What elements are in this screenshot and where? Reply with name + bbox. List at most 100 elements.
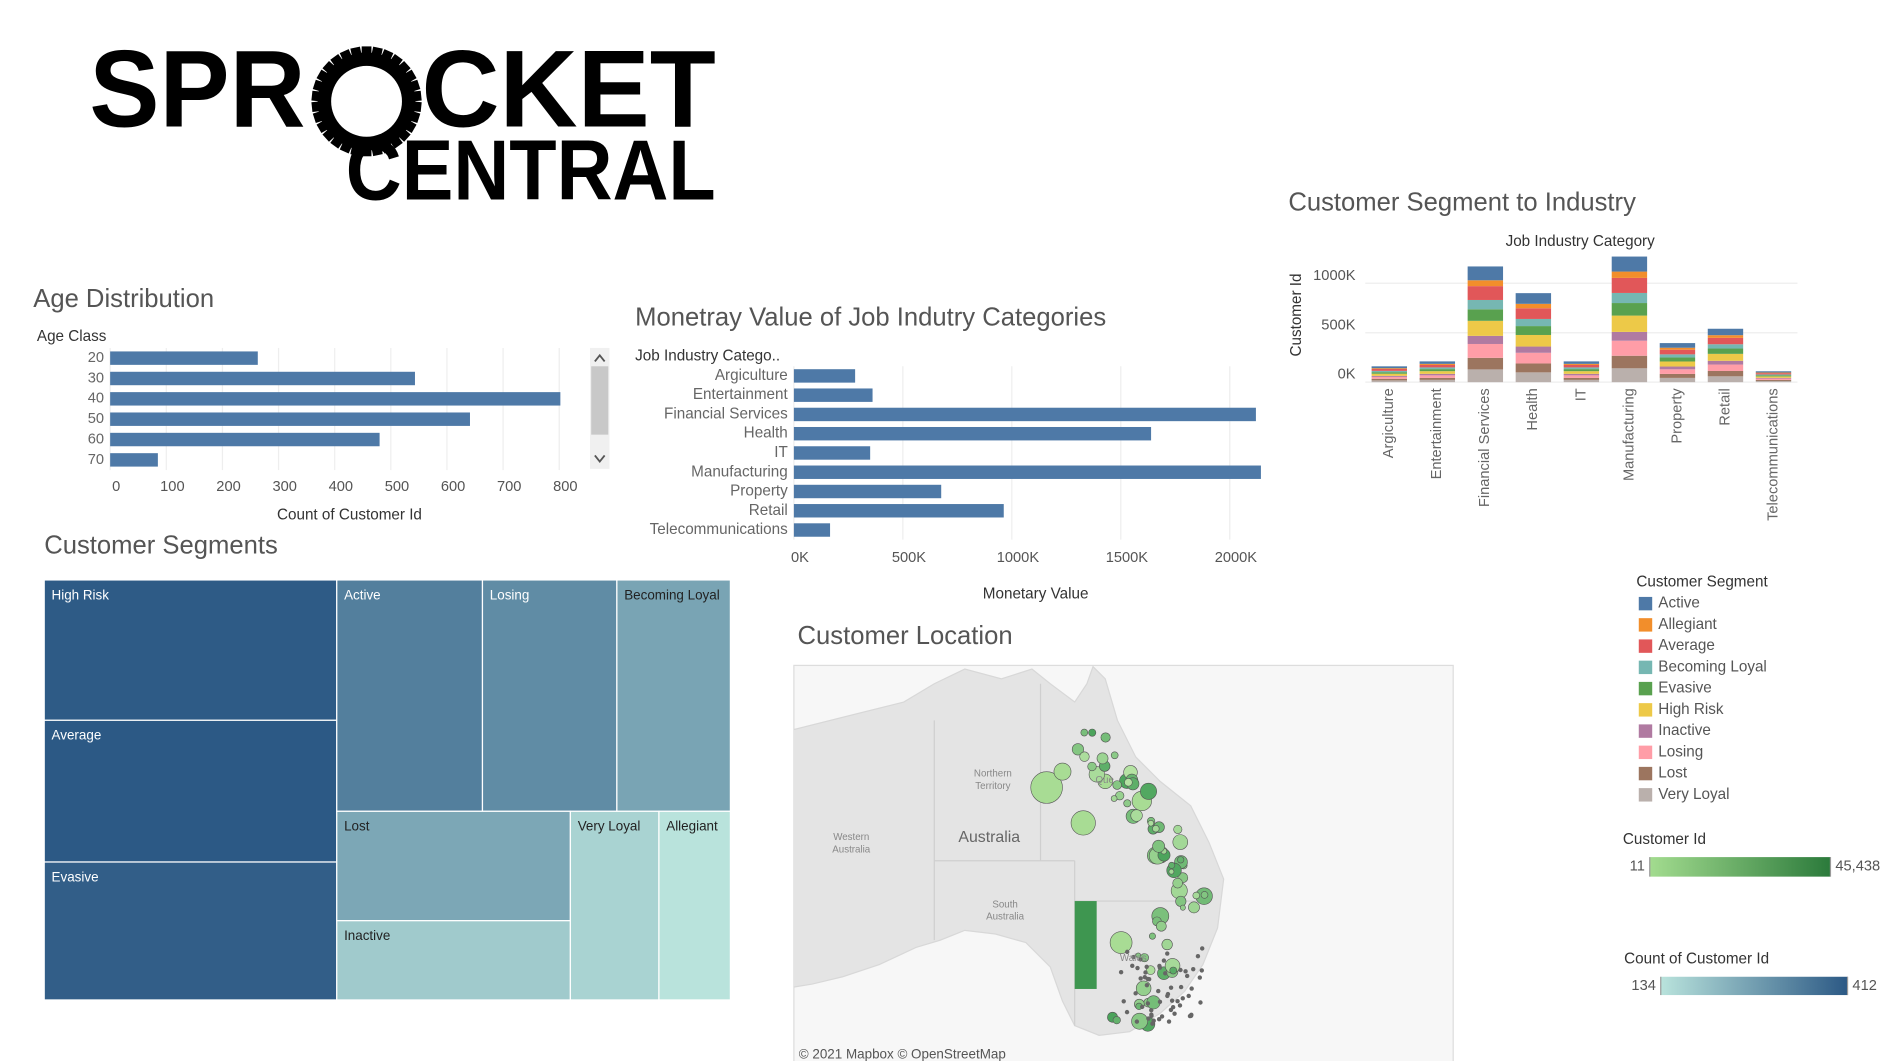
map-label: Wales bbox=[1120, 953, 1147, 964]
legend-label: Active bbox=[1658, 595, 1700, 612]
bar-segment bbox=[1611, 355, 1648, 369]
treemap-cell bbox=[481, 579, 618, 812]
map-region bbox=[1118, 969, 1124, 975]
bar-segment bbox=[1419, 379, 1456, 383]
legend-swatch bbox=[1638, 703, 1653, 717]
legend-swatch bbox=[1638, 724, 1653, 738]
x-tick-label: 0 bbox=[112, 479, 120, 495]
x-tick-label: Health bbox=[1525, 388, 1541, 430]
logo-text: CKET bbox=[421, 29, 715, 151]
map-label: Western bbox=[833, 832, 869, 843]
bar-segment bbox=[1515, 372, 1552, 383]
bar-segment bbox=[1659, 343, 1696, 348]
x-tick-label: 700 bbox=[497, 479, 521, 495]
scroll-thumb[interactable] bbox=[591, 366, 609, 435]
treemap-cell bbox=[336, 810, 571, 922]
map-region bbox=[1179, 904, 1186, 911]
treemap-cell bbox=[43, 719, 338, 863]
map-region bbox=[1110, 795, 1118, 802]
map-region bbox=[1161, 938, 1173, 951]
y-tick-label: Telecommunications bbox=[650, 521, 789, 538]
y-tick-label: 20 bbox=[88, 350, 104, 366]
bar-segment bbox=[1467, 335, 1504, 344]
x-tick-label: 500K bbox=[892, 550, 926, 566]
bar-segment bbox=[1419, 371, 1456, 374]
bar-segment bbox=[1563, 379, 1600, 383]
y-tick-label: 0K bbox=[1338, 367, 1356, 383]
x-tick-label: 1000K bbox=[997, 550, 1040, 566]
legend-swatch bbox=[1638, 788, 1653, 802]
bar bbox=[793, 504, 1004, 518]
bar bbox=[793, 369, 856, 383]
bar-segment bbox=[1419, 377, 1456, 380]
bar-segment bbox=[1611, 368, 1648, 383]
treemap-label: Allegiant bbox=[666, 819, 718, 834]
treemap-label: Losing bbox=[490, 587, 530, 602]
scroll-up[interactable] bbox=[594, 353, 606, 362]
map-region bbox=[1200, 891, 1209, 899]
bar-segment bbox=[1707, 364, 1744, 371]
y-tick-label: 60 bbox=[88, 431, 104, 447]
map-region bbox=[1100, 732, 1111, 743]
bar-segment bbox=[1563, 364, 1600, 368]
scroll-down[interactable] bbox=[594, 454, 606, 463]
x-tick-label: Financial Services bbox=[1477, 388, 1493, 507]
bar-segment bbox=[1755, 378, 1792, 380]
x-tick-label: 2000K bbox=[1215, 550, 1258, 566]
map-region bbox=[1166, 1019, 1172, 1024]
y-tick-label: 50 bbox=[88, 411, 104, 427]
map-region bbox=[1130, 809, 1143, 822]
bar-segment bbox=[1755, 374, 1792, 376]
x-tick-label: Argiculture bbox=[1381, 388, 1397, 458]
map-region bbox=[1080, 728, 1089, 737]
legend-label: Very Loyal bbox=[1658, 786, 1729, 803]
color-bar-label: 412 bbox=[1852, 978, 1876, 994]
bar-segment bbox=[1371, 376, 1407, 379]
bar-segment bbox=[1563, 371, 1600, 374]
map-region bbox=[1198, 1000, 1203, 1005]
map-label: Territory bbox=[975, 781, 1010, 792]
treemap-label: Very Loyal bbox=[578, 819, 641, 834]
map-region bbox=[1110, 751, 1119, 760]
legend-swatch bbox=[1638, 766, 1653, 781]
x-axis-title: Count of Customer Id bbox=[277, 506, 422, 523]
y-tick-label: Health bbox=[744, 425, 788, 442]
x-tick-label: 200 bbox=[216, 479, 240, 495]
color-bar-label: 134 bbox=[1631, 978, 1655, 994]
chart-title: Age Distribution bbox=[33, 285, 214, 313]
bar-segment bbox=[1659, 377, 1696, 383]
map-region bbox=[1124, 778, 1133, 787]
legend-label: Lost bbox=[1658, 765, 1688, 782]
bar-segment bbox=[1419, 364, 1456, 368]
treemap-cell bbox=[569, 810, 660, 1001]
bar bbox=[793, 388, 873, 402]
map-body: Northern Territory Western Australia Sou… bbox=[793, 665, 1225, 1036]
legend-swatch bbox=[1638, 596, 1653, 611]
map-title: Customer Location bbox=[798, 622, 1013, 650]
map-region bbox=[1155, 920, 1167, 932]
legend-swatch bbox=[1638, 618, 1653, 632]
bar bbox=[793, 446, 871, 460]
map-region bbox=[1071, 743, 1084, 756]
bar-segment bbox=[1467, 369, 1504, 383]
map-region bbox=[1169, 966, 1178, 975]
legend-swatch bbox=[1638, 745, 1653, 760]
bar bbox=[110, 351, 258, 365]
logo-text: CENTRAL bbox=[346, 124, 716, 219]
y-tick-label: Financial Services bbox=[664, 405, 788, 422]
map-region bbox=[1159, 1014, 1165, 1019]
y-tick-label: 70 bbox=[88, 452, 104, 468]
legend-label: Evasive bbox=[1658, 680, 1711, 697]
color-bar-label: 45,438 bbox=[1835, 859, 1880, 875]
legend-title: Count of Customer Id bbox=[1624, 951, 1769, 968]
map-region bbox=[1130, 963, 1135, 969]
map-region bbox=[1112, 780, 1122, 790]
map-region bbox=[1144, 982, 1150, 988]
scrollbar[interactable] bbox=[589, 347, 610, 469]
map-region bbox=[1172, 1011, 1177, 1016]
map-region bbox=[1163, 971, 1168, 976]
bar bbox=[110, 412, 470, 426]
map-region bbox=[1152, 839, 1165, 853]
